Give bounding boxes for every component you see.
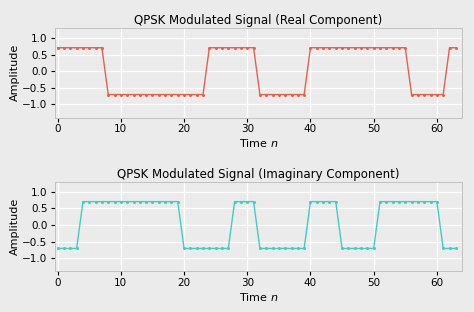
X-axis label: Time $n$: Time $n$	[238, 291, 278, 303]
Title: QPSK Modulated Signal (Imaginary Component): QPSK Modulated Signal (Imaginary Compone…	[117, 168, 400, 181]
X-axis label: Time $n$: Time $n$	[238, 137, 278, 149]
Title: QPSK Modulated Signal (Real Component): QPSK Modulated Signal (Real Component)	[134, 14, 383, 27]
Y-axis label: Amplitude: Amplitude	[9, 198, 19, 255]
Y-axis label: Amplitude: Amplitude	[9, 44, 19, 101]
